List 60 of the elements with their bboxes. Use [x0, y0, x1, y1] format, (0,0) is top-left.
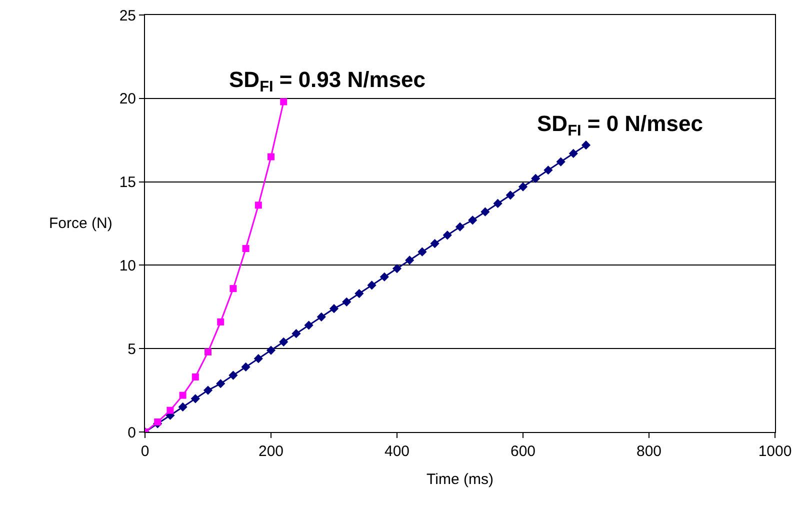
annotation: SD$_{FI}$ = 0.93 N/msec — [229, 67, 426, 96]
x-axis-title: Time (ms) — [426, 471, 494, 488]
x-tick-label: 800 — [636, 443, 662, 460]
point — [442, 230, 452, 240]
point — [179, 392, 186, 399]
point — [329, 304, 339, 314]
y-tick-label: 0 — [128, 424, 136, 442]
point — [254, 354, 263, 364]
point — [342, 297, 352, 306]
point — [518, 182, 528, 192]
x-tick-label: 0 — [140, 443, 150, 460]
y-axis-title: Force (N) — [49, 215, 112, 232]
point — [455, 222, 465, 232]
x-tick-label: 200 — [258, 443, 284, 460]
point — [544, 166, 553, 175]
y-tick-label: 15 — [119, 174, 136, 192]
point — [216, 379, 226, 388]
point — [556, 157, 566, 166]
point — [280, 98, 288, 106]
x-tick-label: 1000 — [758, 443, 792, 460]
point — [241, 362, 250, 372]
point — [217, 318, 224, 326]
point — [418, 247, 427, 256]
point — [268, 153, 274, 160]
y-tick-label: 5 — [128, 340, 136, 358]
point — [568, 148, 578, 158]
x-tick-label: 400 — [384, 443, 410, 460]
point — [254, 202, 262, 209]
point — [405, 256, 414, 265]
point — [493, 198, 502, 208]
point — [316, 312, 326, 322]
point — [506, 190, 515, 200]
point — [266, 346, 276, 355]
point — [392, 264, 402, 274]
y-tick-label: 25 — [119, 7, 136, 24]
point — [178, 402, 188, 412]
y-tick-label: 20 — [119, 90, 136, 108]
annotation: SD$_{FI}$ = 0 N/msec — [537, 111, 703, 140]
point — [242, 245, 250, 252]
point — [154, 418, 162, 426]
point — [228, 370, 238, 380]
point — [166, 406, 174, 414]
point — [279, 337, 288, 346]
point — [304, 320, 314, 330]
point — [203, 386, 213, 395]
point — [230, 285, 237, 292]
point — [190, 394, 200, 404]
point — [354, 289, 364, 298]
point — [380, 272, 389, 282]
x-tick-label: 600 — [510, 443, 536, 460]
point — [367, 280, 376, 290]
point — [430, 238, 440, 248]
point — [192, 373, 199, 380]
point — [480, 207, 490, 216]
point — [581, 140, 591, 150]
point — [468, 216, 478, 225]
y-tick-label: 10 — [119, 257, 136, 274]
point — [292, 329, 301, 338]
point — [204, 348, 212, 356]
point — [531, 174, 540, 184]
